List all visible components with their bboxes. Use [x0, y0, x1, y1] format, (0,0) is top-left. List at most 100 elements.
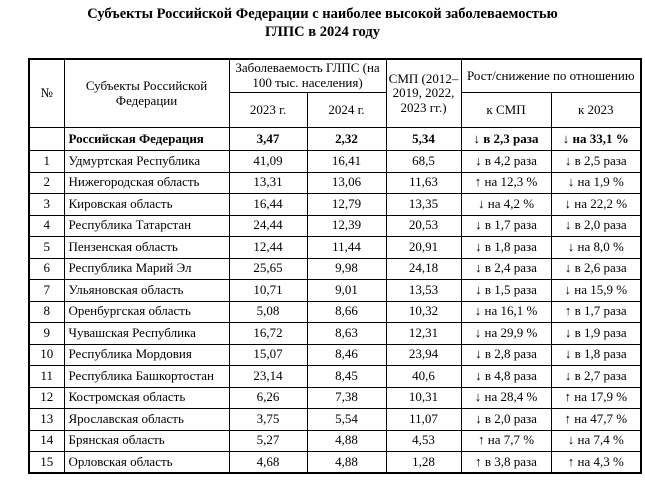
cell-subject: Российская Федерация	[63, 127, 230, 151]
cell-smp: 20,53	[385, 214, 462, 237]
cell-smp: 4,53	[385, 429, 462, 452]
cell-to-2023: ↑ на 47,7 %	[550, 408, 642, 431]
cell-y2023: 12,44	[228, 236, 308, 259]
header-row-1: № Субъекты Российской Федерации Заболева…	[28, 58, 642, 128]
header-incidence-group: Заболеваемость ГЛПС (на 100 тыс. населен…	[228, 58, 387, 93]
cell-to-2023: ↓ на 15,9 %	[550, 279, 642, 302]
cell-y2023: 16,72	[228, 322, 308, 345]
cell-num: 13	[28, 408, 65, 431]
cell-y2024: 13,06	[306, 171, 387, 194]
cell-subject: Нижегородская область	[63, 171, 230, 194]
cell-y2023: 3,47	[228, 127, 308, 151]
cell-subject: Кировская область	[63, 193, 230, 216]
cell-to-2023: ↓ в 2,0 раза	[550, 214, 642, 237]
cell-y2024: 9,98	[306, 257, 387, 280]
page-title: Субъекты Российской Федерации с наиболее…	[0, 6, 645, 41]
cell-y2024: 12,79	[306, 193, 387, 216]
cell-y2023: 3,75	[228, 408, 308, 431]
cell-smp: 10,31	[385, 386, 462, 409]
cell-smp: 40,6	[385, 365, 462, 388]
cell-subject: Пензенская область	[63, 236, 230, 259]
table-row: 10 Республика Мордовия 15,07 8,46 23,94 ↓ в 2…	[28, 343, 642, 366]
cell-y2023: 24,44	[228, 214, 308, 237]
cell-subject: Республика Татарстан	[63, 214, 230, 237]
table-row: 12 Костромская область 6,26 7,38 10,31 ↓ на 2…	[28, 386, 642, 409]
header-to-smp: к СМП	[460, 92, 552, 128]
header-year-2024: 2024 г.	[306, 92, 387, 128]
cell-subject: Республика Марий Эл	[63, 257, 230, 280]
cell-to-smp: ↑ на 7,7 %	[460, 429, 552, 452]
cell-to-2023: ↑ на 17,9 %	[550, 386, 642, 409]
summary-row: Российская Федерация 3,47 2,32 5,34 ↓ в 2,3 …	[28, 127, 642, 151]
cell-to-2023: ↑ на 4,3 %	[550, 451, 642, 474]
cell-smp: 68,5	[385, 150, 462, 173]
header-growth-group: Рост/снижение по отношению	[460, 58, 642, 93]
header-subject: Субъекты Российской Федерации	[63, 58, 230, 128]
cell-to-smp: ↓ в 2,4 раза	[460, 257, 552, 280]
cell-to-2023: ↓ в 2,5 раза	[550, 150, 642, 173]
table-row: 1 Удмуртская Республика 41,09 16,41 68,5 ↓ в …	[28, 150, 642, 173]
cell-num: 5	[28, 236, 65, 259]
cell-y2024: 12,39	[306, 214, 387, 237]
cell-to-2023: ↓ в 1,9 раза	[550, 322, 642, 345]
cell-to-2023: ↓ на 8,0 %	[550, 236, 642, 259]
table-row: 2 Нижегородская область 13,31 13,06 11,63 ↑ н…	[28, 171, 642, 194]
table-row: 3 Кировская область 16,44 12,79 13,35 ↓ на 4,…	[28, 193, 642, 216]
cell-subject: Костромская область	[63, 386, 230, 409]
cell-y2023: 6,26	[228, 386, 308, 409]
cell-y2023: 15,07	[228, 343, 308, 366]
cell-y2024: 2,32	[306, 127, 387, 151]
cell-num: 15	[28, 451, 65, 474]
cell-smp: 1,28	[385, 451, 462, 474]
cell-subject: Брянская область	[63, 429, 230, 452]
cell-smp: 13,53	[385, 279, 462, 302]
cell-y2024: 8,63	[306, 322, 387, 345]
cell-subject: Орловская область	[63, 451, 230, 474]
cell-y2024: 16,41	[306, 150, 387, 173]
cell-to-smp: ↓ в 1,5 раза	[460, 279, 552, 302]
cell-subject: Ульяновская область	[63, 279, 230, 302]
table-row: 14 Брянская область 5,27 4,88 4,53 ↑ на 7,7 %…	[28, 429, 642, 452]
cell-to-smp: ↓ в 1,8 раза	[460, 236, 552, 259]
cell-y2023: 4,68	[228, 451, 308, 474]
cell-y2024: 7,38	[306, 386, 387, 409]
cell-smp: 20,91	[385, 236, 462, 259]
cell-y2024: 9,01	[306, 279, 387, 302]
cell-y2024: 5,54	[306, 408, 387, 431]
cell-to-smp: ↑ на 12,3 %	[460, 171, 552, 194]
cell-smp: 12,31	[385, 322, 462, 345]
cell-y2023: 13,31	[228, 171, 308, 194]
cell-y2023: 10,71	[228, 279, 308, 302]
cell-y2023: 23,14	[228, 365, 308, 388]
cell-smp: 23,94	[385, 343, 462, 366]
header-num: №	[28, 58, 65, 128]
cell-to-2023: ↓ в 1,8 раза	[550, 343, 642, 366]
cell-num: 2	[28, 171, 65, 194]
cell-to-2023: ↓ на 33,1 %	[550, 127, 642, 151]
header-row-2: 2023 г. 2024 г. к СМП к 2023	[29, 92, 642, 128]
cell-to-smp: ↓ в 4,8 раза	[460, 365, 552, 388]
cell-num: 1	[28, 150, 65, 173]
cell-subject: Республика Башкортостан	[63, 365, 230, 388]
cell-y2023: 41,09	[228, 150, 308, 173]
cell-to-smp: ↓ на 29,9 %	[460, 322, 552, 345]
table-row: 13 Ярославская область 3,75 5,54 11,07 ↓ в 2,…	[28, 408, 642, 431]
cell-num: 6	[28, 257, 65, 280]
cell-to-smp: ↓ на 28,4 %	[460, 386, 552, 409]
table-row: 9 Чувашская Республика 16,72 8,63 12,31 ↓ на …	[28, 322, 642, 345]
table-row: 7 Ульяновская область 10,71 9,01 13,53 ↓ в 1,…	[28, 279, 642, 302]
cell-to-smp: ↓ в 1,7 раза	[460, 214, 552, 237]
header-smp: СМП (2012–2019, 2022, 2023 гг.)	[385, 58, 462, 128]
cell-to-smp: ↓ в 2,0 раза	[460, 408, 552, 431]
table-body: Российская Федерация 3,47 2,32 5,34 ↓ в 2,3 …	[28, 127, 642, 474]
cell-y2024: 11,44	[306, 236, 387, 259]
cell-smp: 11,63	[385, 171, 462, 194]
cell-to-2023: ↓ в 2,7 раза	[550, 365, 642, 388]
cell-num: 4	[28, 214, 65, 237]
cell-y2023: 5,08	[228, 300, 308, 323]
cell-num: 9	[28, 322, 65, 345]
page-title-line2: ГЛПС в 2024 году	[265, 23, 380, 40]
cell-to-2023: ↑ в 1,7 раза	[550, 300, 642, 323]
cell-to-2023: ↓ на 7,4 %	[550, 429, 642, 452]
